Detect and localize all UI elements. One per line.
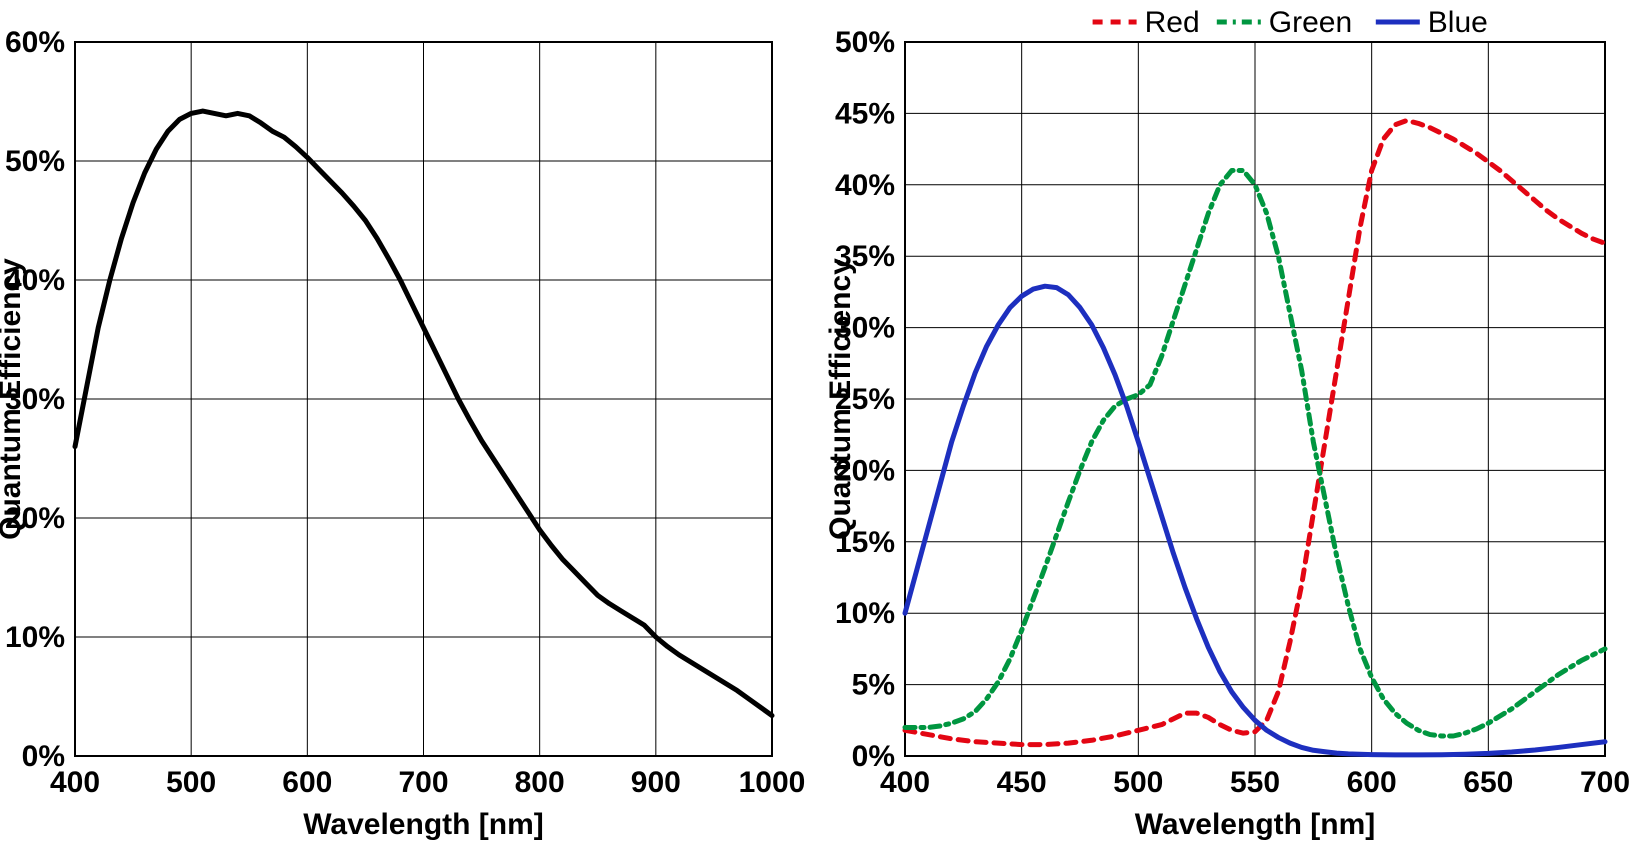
- svg-text:10%: 10%: [5, 621, 65, 654]
- y-axis-label: Quantum Efficiency: [0, 258, 27, 540]
- chart-svg: 40050060070080090010000%10%20%30%40%50%6…: [0, 0, 1642, 843]
- svg-text:45%: 45%: [835, 97, 895, 130]
- svg-text:50%: 50%: [835, 26, 895, 59]
- svg-text:40%: 40%: [835, 169, 895, 202]
- svg-text:5%: 5%: [852, 669, 895, 702]
- svg-text:450: 450: [997, 766, 1047, 799]
- svg-text:0%: 0%: [22, 740, 65, 773]
- svg-text:900: 900: [631, 766, 681, 799]
- legend-label-red: Red: [1145, 6, 1200, 39]
- svg-text:700: 700: [1580, 766, 1630, 799]
- svg-text:550: 550: [1230, 766, 1280, 799]
- x-axis-label: Wavelength [nm]: [303, 808, 544, 841]
- svg-text:600: 600: [282, 766, 332, 799]
- svg-text:650: 650: [1463, 766, 1513, 799]
- right-chart: 4004505005506006507000%5%10%15%20%25%30%…: [824, 6, 1630, 841]
- legend-label-green: Green: [1269, 6, 1352, 39]
- svg-text:0%: 0%: [852, 740, 895, 773]
- left-chart: 40050060070080090010000%10%20%30%40%50%6…: [0, 26, 805, 841]
- legend: Red Green Blue: [1093, 6, 1488, 39]
- y-axis-label: Quantum Efficiency: [824, 258, 857, 540]
- svg-text:50%: 50%: [5, 145, 65, 178]
- chart-container: 40050060070080090010000%10%20%30%40%50%6…: [0, 0, 1642, 843]
- svg-text:1000: 1000: [739, 766, 806, 799]
- x-axis-label: Wavelength [nm]: [1135, 808, 1376, 841]
- svg-text:700: 700: [398, 766, 448, 799]
- svg-text:800: 800: [515, 766, 565, 799]
- svg-text:600: 600: [1347, 766, 1397, 799]
- legend-label-blue: Blue: [1428, 6, 1488, 39]
- svg-text:500: 500: [1113, 766, 1163, 799]
- svg-text:60%: 60%: [5, 26, 65, 59]
- svg-text:500: 500: [166, 766, 216, 799]
- svg-text:10%: 10%: [835, 597, 895, 630]
